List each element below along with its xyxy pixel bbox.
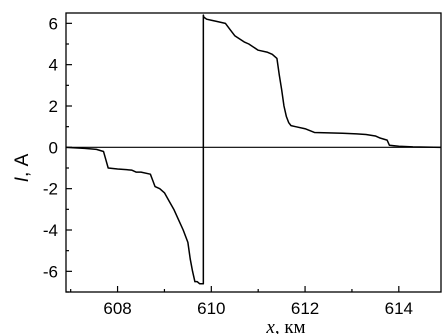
ticks-layer — [66, 22, 400, 293]
x-tick-label: 610 — [197, 299, 225, 318]
y-axis-label: I, А — [12, 153, 33, 182]
y-tick-label: 4 — [49, 56, 58, 75]
x-tick-label: 614 — [385, 299, 413, 318]
y-tick-label: 0 — [49, 138, 58, 157]
y-tick-label: -2 — [43, 180, 58, 199]
x-tick-label: 612 — [291, 299, 319, 318]
x-axis-label: x, км — [265, 317, 305, 334]
y-tick-label: 6 — [49, 14, 58, 33]
labels-layer: 608 610 612 614 -6 -4 -2 0 2 4 6 — [43, 14, 413, 318]
x-axis-label-var: x — [265, 317, 275, 334]
y-axis-label-var: I — [12, 176, 33, 182]
x-tick-label: 608 — [103, 299, 131, 318]
series-line-current — [65, 14, 442, 285]
y-axis-label-unit: , А — [12, 153, 33, 177]
y-tick-label: -4 — [43, 221, 58, 240]
plot-frame — [65, 12, 442, 293]
x-axis-label-unit: , км — [275, 317, 306, 334]
y-tick-label: 2 — [49, 97, 58, 116]
y-tick-label: -6 — [43, 262, 58, 281]
